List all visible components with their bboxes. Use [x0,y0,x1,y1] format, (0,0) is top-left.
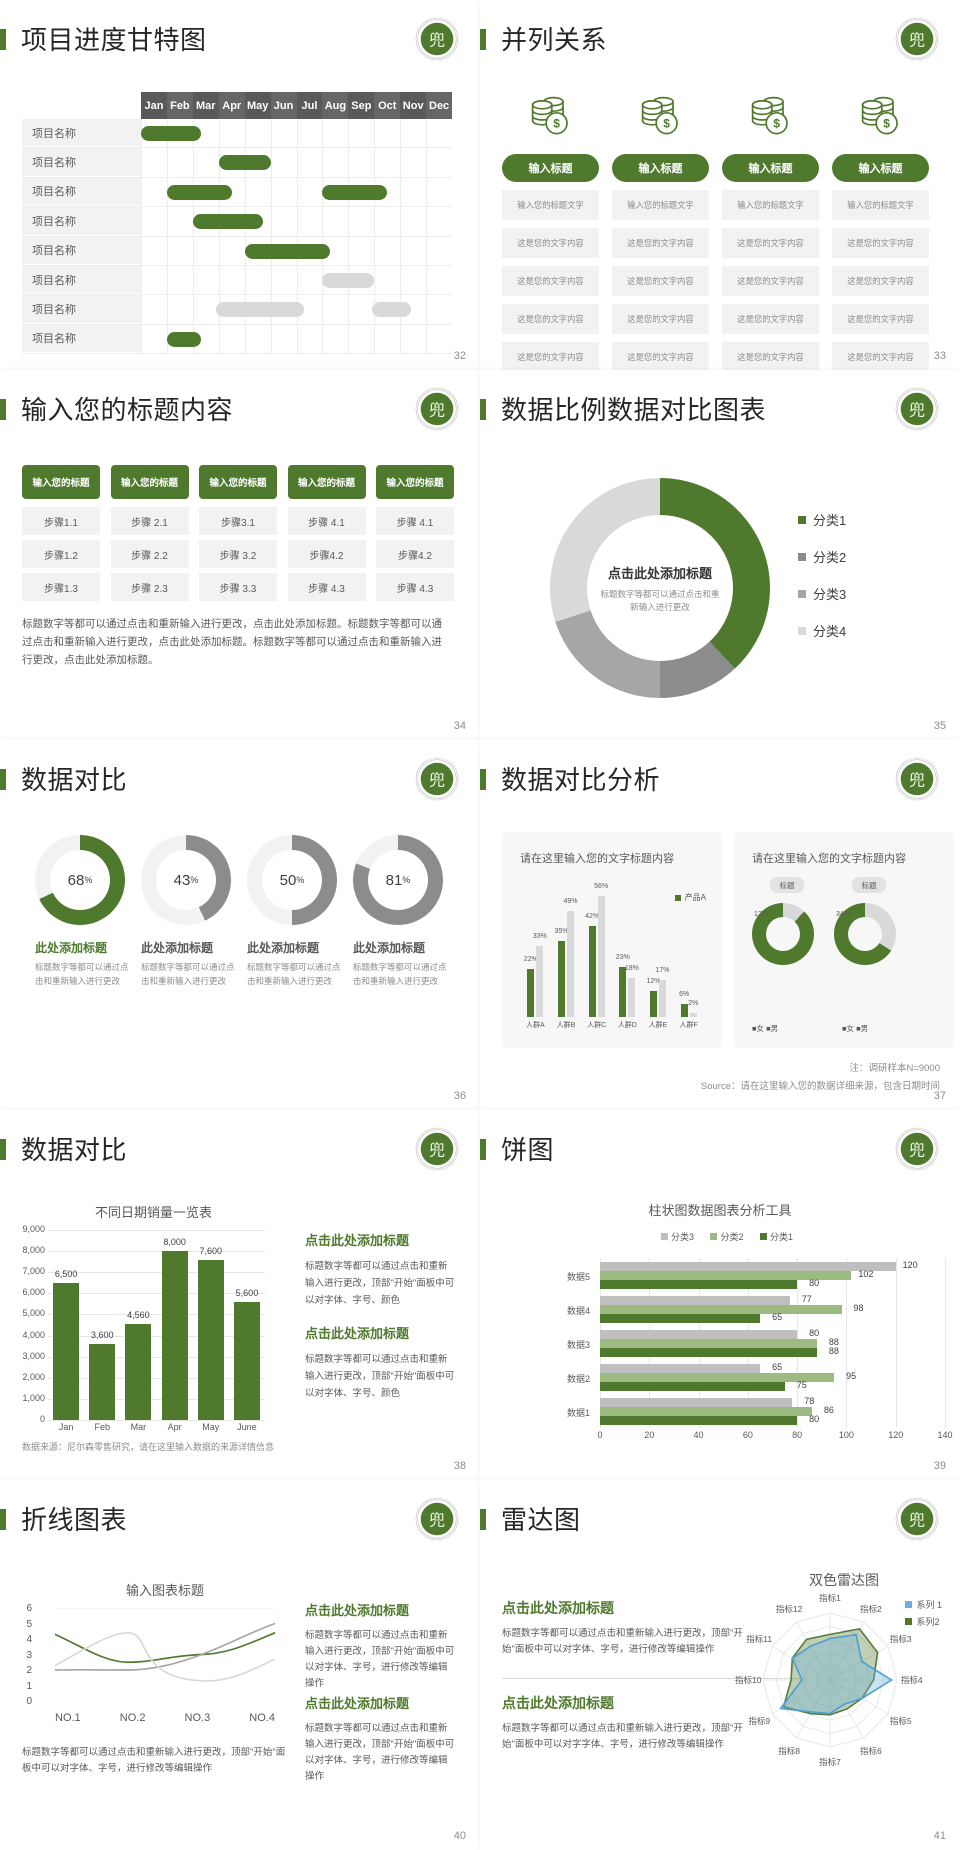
svg-text:$: $ [883,117,890,131]
svg-text:兜: 兜 [429,772,445,790]
svg-text:$: $ [663,117,670,131]
svg-text:兜: 兜 [909,772,925,790]
svg-text:$: $ [553,117,560,131]
svg-text:兜: 兜 [429,32,445,50]
svg-text:兜: 兜 [429,1512,445,1530]
svg-text:兜: 兜 [909,1142,925,1160]
svg-text:兜: 兜 [429,1142,445,1160]
svg-text:兜: 兜 [909,1512,925,1530]
svg-text:$: $ [773,117,780,131]
svg-text:兜: 兜 [909,32,925,50]
svg-text:兜: 兜 [429,402,445,420]
svg-text:兜: 兜 [909,402,925,420]
